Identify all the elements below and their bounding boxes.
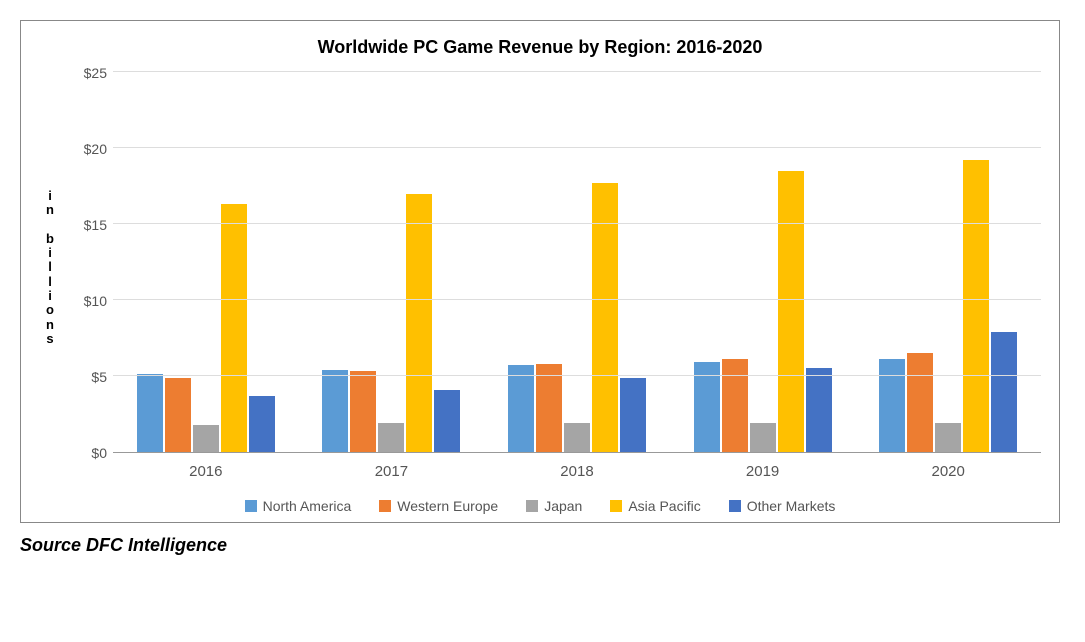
bar-group — [855, 160, 1041, 452]
legend-item: Asia Pacific — [610, 498, 700, 514]
bar — [536, 364, 562, 452]
gridline — [113, 223, 1041, 224]
bar — [350, 371, 376, 452]
bar — [806, 368, 832, 452]
y-tick-label: $15 — [84, 217, 107, 233]
y-tick-label: $5 — [91, 369, 107, 385]
legend-label: Other Markets — [747, 498, 836, 514]
y-tick-label: $0 — [91, 445, 107, 461]
chart-body: in billions $0$5$10$15$20$25 — [39, 72, 1041, 453]
gridline — [113, 375, 1041, 376]
bar — [249, 396, 275, 452]
y-tick-label: $10 — [84, 293, 107, 309]
bar — [879, 359, 905, 452]
bar — [322, 370, 348, 452]
y-axis-label: in billions — [39, 72, 61, 453]
x-tick-label: 2019 — [670, 453, 856, 480]
bar — [963, 160, 989, 452]
bar — [193, 425, 219, 452]
y-axis: $0$5$10$15$20$25 — [67, 72, 113, 453]
bar-group — [113, 204, 299, 452]
chart-title: Worldwide PC Game Revenue by Region: 201… — [39, 37, 1041, 58]
x-tick-label: 2017 — [299, 453, 485, 480]
bar — [564, 423, 590, 452]
gridline — [113, 299, 1041, 300]
bar — [434, 390, 460, 452]
x-tick-label: 2016 — [113, 453, 299, 480]
bar — [991, 332, 1017, 452]
legend-label: North America — [263, 498, 352, 514]
legend-swatch — [729, 500, 741, 512]
bar — [620, 378, 646, 452]
x-tick-label: 2020 — [855, 453, 1041, 480]
legend-swatch — [379, 500, 391, 512]
bar — [221, 204, 247, 452]
bar — [935, 423, 961, 452]
bar — [165, 378, 191, 452]
bar — [750, 423, 776, 452]
legend-swatch — [610, 500, 622, 512]
bar — [907, 353, 933, 452]
gridline — [113, 147, 1041, 148]
bar-groups — [113, 72, 1041, 452]
y-tick-label: $20 — [84, 141, 107, 157]
bar — [378, 423, 404, 452]
legend-label: Western Europe — [397, 498, 498, 514]
bar — [722, 359, 748, 452]
bar — [406, 194, 432, 452]
legend-item: North America — [245, 498, 352, 514]
legend-swatch — [245, 500, 257, 512]
plot-area — [113, 72, 1041, 453]
legend-item: Japan — [526, 498, 582, 514]
legend-item: Other Markets — [729, 498, 836, 514]
y-tick-label: $25 — [84, 65, 107, 81]
bar-group — [670, 171, 856, 452]
legend-label: Asia Pacific — [628, 498, 700, 514]
bar — [508, 365, 534, 452]
source-attribution: Source DFC Intelligence — [20, 535, 1065, 556]
bar — [137, 374, 163, 452]
bar — [778, 171, 804, 452]
x-tick-label: 2018 — [484, 453, 670, 480]
bar-group — [299, 194, 485, 452]
legend-swatch — [526, 500, 538, 512]
legend-item: Western Europe — [379, 498, 498, 514]
gridline — [113, 71, 1041, 72]
chart-frame: Worldwide PC Game Revenue by Region: 201… — [20, 20, 1060, 523]
legend-label: Japan — [544, 498, 582, 514]
legend: North America Western Europe Japan Asia Pac… — [39, 498, 1041, 514]
plot-wrap: $0$5$10$15$20$25 — [67, 72, 1041, 453]
x-axis: 20162017201820192020 — [113, 453, 1041, 480]
